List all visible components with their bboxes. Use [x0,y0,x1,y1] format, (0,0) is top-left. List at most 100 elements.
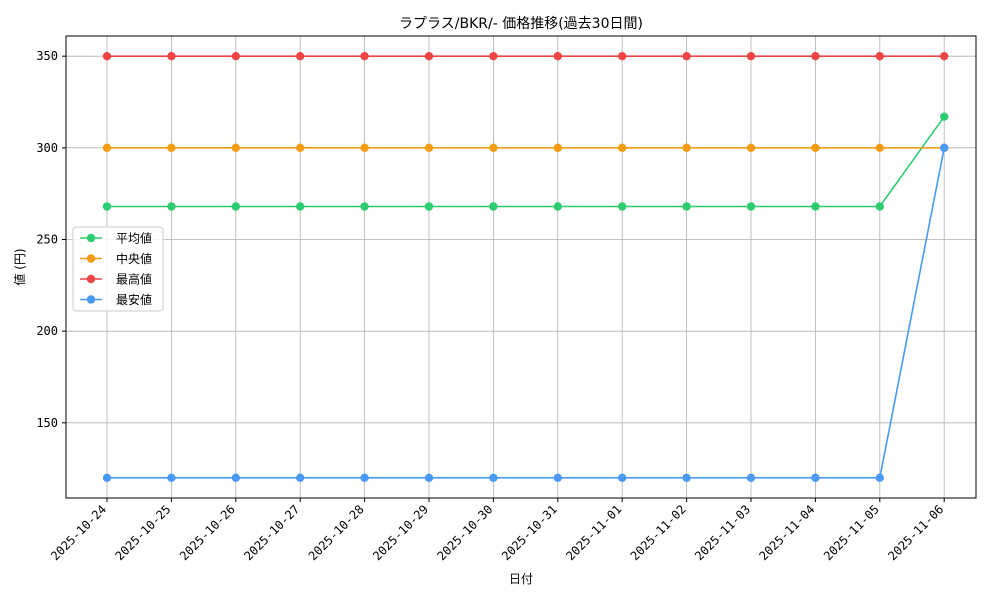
y-axis-label: 値 (円) [12,248,27,285]
data-point [231,473,240,483]
data-point [167,51,176,61]
x-tick-label: 2025-11-02 [628,502,689,563]
x-axis: 2025-10-24 2025-10-25 2025-10-26 2025-10-27… [48,498,946,563]
data-point [875,51,884,61]
data-point [231,143,240,153]
data-point [682,473,691,483]
chart-title: ラプラス/BKR/- 価格推移(過去30日間) [399,16,643,32]
data-point [424,473,434,483]
data-point [167,202,176,211]
x-tick-label: 2025-10-25 [113,502,174,563]
x-tick-label: 2025-10-29 [370,502,431,563]
data-point [940,112,949,121]
x-axis-label: 日付 [509,572,533,586]
data-point [167,143,176,153]
data-point [553,473,562,483]
data-point [553,143,562,153]
data-point [102,202,112,211]
data-point [746,202,756,211]
data-point [618,202,627,211]
legend-frame [72,226,164,312]
legend-item: 平均値 [80,231,152,246]
legend-label: 平均値 [116,231,152,246]
data-point [360,202,369,211]
series-line [107,147,945,479]
data-point [489,202,498,211]
data-point [682,143,691,153]
x-tick-label: 2025-10-30 [435,502,496,563]
legend-item: 最高値 [80,272,152,287]
data-point [296,202,305,211]
data-point [102,143,112,153]
data-point [553,51,562,61]
data-point [296,51,305,61]
data-point [231,202,240,211]
x-tick-label: 2025-10-27 [241,502,302,563]
data-point [682,202,691,211]
grid [66,36,976,498]
data-point [746,51,756,61]
series-3 [102,51,949,61]
data-point [746,143,756,153]
legend-marker [86,295,96,304]
legend-label: 中央値 [116,251,152,266]
y-tick-label: 300 [36,141,58,155]
data-point [811,202,820,211]
legend-label: 最高値 [116,272,152,287]
data-point [102,473,112,483]
data-point [940,51,949,61]
data-point [102,51,112,61]
x-tick-label: 2025-11-06 [885,502,946,563]
data-point [811,473,820,483]
data-point [811,51,820,61]
x-tick-label: 2025-11-03 [692,502,753,563]
y-axis: 150 200 250 300 350 [36,49,66,430]
data-point [746,473,756,483]
legend-label: 最安値 [116,292,152,307]
series-4 [102,143,949,483]
data-point [489,51,498,61]
x-tick-label: 2025-10-31 [499,502,560,563]
data-point [360,473,369,483]
series-1 [102,112,949,211]
data-point [618,143,627,153]
data-point [489,143,498,153]
data-point [296,143,305,153]
legend-item: 最安値 [80,292,152,307]
data-point [360,143,369,153]
x-tick-label: 2025-11-01 [563,502,624,563]
data-point [618,51,627,61]
data-point [424,202,434,211]
x-tick-label: 2025-11-04 [757,502,818,563]
y-tick-label: 250 [36,233,58,247]
legend-item: 中央値 [80,251,152,266]
data-point [940,143,949,153]
data-point [424,143,434,153]
data-point [553,202,562,211]
data-point [489,473,498,483]
data-point [296,473,305,483]
series-2 [102,143,949,153]
data-point [875,473,884,483]
series-line [107,116,945,208]
x-tick-label: 2025-10-24 [48,502,109,563]
y-tick-label: 200 [36,324,58,338]
plot-area-frame [65,35,977,499]
x-tick-label: 2025-11-05 [821,502,882,563]
y-tick-label: 150 [36,416,58,430]
legend-marker [86,254,96,263]
legend-marker [86,274,96,284]
data-point [875,202,884,211]
data-point [875,143,884,153]
data-point [231,51,240,61]
series-layer [102,51,949,483]
legend-marker [86,233,96,243]
data-point [360,51,369,61]
data-point [618,473,627,483]
data-point [682,51,691,61]
data-point [811,143,820,153]
y-tick-label: 350 [36,49,58,63]
x-tick-label: 2025-10-28 [306,502,367,563]
